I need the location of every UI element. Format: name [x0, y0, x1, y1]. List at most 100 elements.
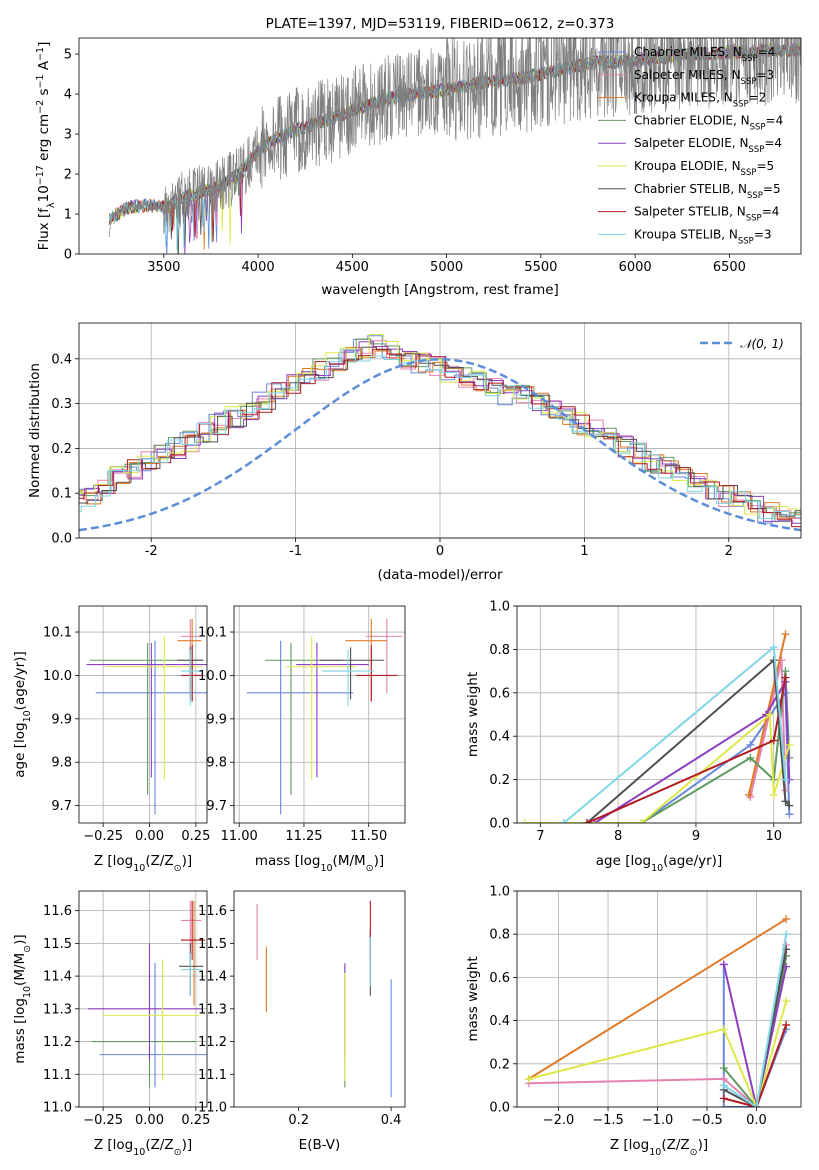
- y-tick-label: 4: [64, 88, 72, 103]
- histogram-series: [79, 335, 801, 524]
- axes-frame: [78, 605, 208, 824]
- x-tick-label: 0.0: [746, 1113, 767, 1128]
- series-marker: [781, 775, 790, 784]
- series-marker: [719, 1025, 728, 1034]
- data-point: [319, 647, 385, 700]
- data-point: [181, 900, 202, 947]
- axes-frame: [516, 605, 802, 824]
- y-tick-label: 0.4: [51, 352, 72, 367]
- x-tick-label: −0.25: [83, 1113, 123, 1128]
- series-marker: [583, 819, 592, 823]
- legend-label: Chabrier STELIB, NSSP=5: [634, 182, 781, 201]
- y-tick-label: 9.8: [206, 756, 227, 771]
- x-tick-label: 9: [692, 829, 700, 844]
- y-tick-label: 10.1: [43, 626, 72, 641]
- axes-frame: [78, 37, 802, 255]
- axes-frame: [78, 890, 208, 1108]
- y-tick-label: 0.6: [489, 686, 510, 701]
- x-tick-label: 0.00: [135, 1113, 164, 1128]
- data-point: [104, 636, 202, 780]
- histogram-series: [79, 346, 801, 519]
- series-line: [722, 964, 788, 1107]
- x-axis-label: E(B-V): [299, 1137, 341, 1153]
- x-tick-label: −2.0: [543, 1113, 575, 1128]
- series-marker: [781, 673, 790, 682]
- x-tick-label: 0.25: [181, 829, 210, 844]
- series-marker: [769, 643, 778, 652]
- y-axis-label: Flux [fλ10−17 erg cm−2 s−1 A−1]: [35, 42, 57, 251]
- legend-label: Salpeter ELODIE, NSSP=4: [634, 136, 782, 155]
- x-axis-label: mass [log10(M/M⊙)]: [255, 853, 384, 874]
- series-line: [528, 1000, 788, 1107]
- series-line: [586, 658, 791, 823]
- y-tick-label: 11.1: [198, 1068, 227, 1083]
- weight-lines: [520, 630, 794, 823]
- series-marker: [769, 736, 778, 745]
- x-tick-label: 0.4: [381, 1113, 402, 1128]
- x-tick-label: 3500: [147, 260, 180, 275]
- data-point: [246, 640, 354, 815]
- y-tick-label: 0.3: [51, 397, 72, 412]
- y-tick-label: 0.2: [489, 773, 510, 788]
- axes-frame: [233, 890, 406, 1108]
- series-line: [586, 677, 787, 823]
- data-point: [322, 649, 374, 706]
- legend-label: Salpeter MILES, NSSP=3: [634, 68, 774, 87]
- y-tick-label: 0.0: [51, 532, 72, 547]
- y-tick-label: 11.4: [198, 970, 227, 985]
- panel-spectrum: 3500 4000 4500 5000 5500 6000 6500 0 1 2 3 4 5 PLATE=…: [35, 16, 802, 298]
- y-tick-label: 0.8: [489, 643, 510, 658]
- x-tick-label: 5000: [430, 260, 463, 275]
- series-line: [528, 918, 787, 1080]
- data-point: [355, 645, 398, 702]
- histogram-series: [79, 338, 801, 523]
- x-tick-label: 6500: [713, 260, 746, 275]
- gaussian-curve: [79, 358, 801, 532]
- x-axis-label: Z [log10(Z/Z⊙)]: [94, 853, 192, 874]
- weight-series: [583, 673, 790, 823]
- series-line: [723, 934, 788, 1107]
- data-spectrum-line: [108, 38, 801, 238]
- y-axis-label: mass weight: [465, 956, 481, 1041]
- legend-label: Chabrier ELODIE, NSSP=4: [634, 113, 783, 132]
- y-tick-label: 11.4: [43, 970, 72, 985]
- series-marker: [769, 790, 778, 799]
- weight-lines: [524, 915, 791, 1107]
- series-marker: [782, 1020, 791, 1029]
- x-axis-label: (data-model)/error: [377, 567, 503, 583]
- x-tick-label: 4500: [336, 260, 369, 275]
- series-marker: [520, 819, 529, 823]
- x-tick-label: −1.0: [642, 1113, 674, 1128]
- series-marker: [752, 1103, 761, 1107]
- data-point: [99, 963, 207, 1088]
- y-tick-label: 0.4: [489, 1014, 510, 1029]
- data-point: [181, 649, 202, 706]
- y-axis-label: mass [log10(M/M⊙)]: [12, 934, 33, 1063]
- legend-entry: Chabrier MILES, NSSP=4: [598, 45, 775, 64]
- error-bars: [246, 619, 403, 815]
- x-tick-label: 11.00: [221, 829, 258, 844]
- x-axis-label: Z [log10(Z/Z⊙)]: [610, 1137, 708, 1158]
- y-tick-label: 3: [64, 128, 72, 143]
- series-marker: [637, 819, 646, 823]
- weight-series: [520, 710, 794, 823]
- x-tick-label: 1: [580, 544, 588, 559]
- series-marker: [785, 801, 794, 810]
- histogram-series: [79, 340, 801, 520]
- x-axis-label: Z [log10(Z/Z⊙)]: [94, 1137, 192, 1158]
- y-tick-label: 10.0: [198, 669, 227, 684]
- series-marker: [746, 753, 755, 762]
- y-tick-label: 11.3: [198, 1002, 227, 1017]
- legend-entry: Kroupa MILES, NSSP=2: [598, 91, 766, 110]
- y-tick-label: 9.9: [206, 712, 227, 727]
- x-tick-label: 5500: [524, 260, 557, 275]
- legend-label: 𝒩(0, 1): [740, 337, 784, 351]
- legend-entry: Salpeter STELIB, NSSP=4: [598, 205, 779, 224]
- y-tick-label: 5: [64, 48, 72, 63]
- y-tick-label: 11.0: [198, 1101, 227, 1116]
- series-marker: [719, 1094, 728, 1103]
- data-point: [86, 642, 207, 778]
- y-tick-label: 10.1: [198, 626, 227, 641]
- series-line: [723, 1024, 788, 1107]
- legend-entry: Kroupa STELIB, NSSP=3: [598, 227, 772, 246]
